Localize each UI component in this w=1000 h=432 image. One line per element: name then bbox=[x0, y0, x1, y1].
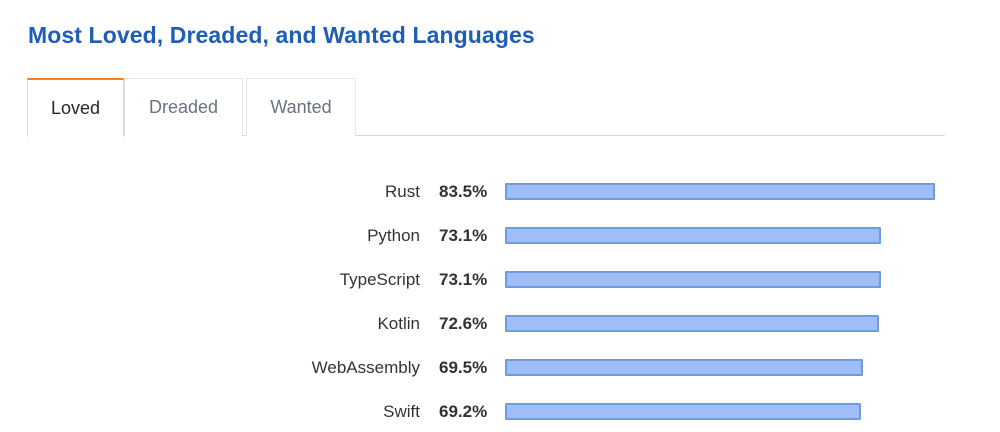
loved-languages-chart: Rust 83.5% Python 73.1% TypeScript 73.1% Kotli… bbox=[0, 170, 1000, 432]
bar-row: Kotlin 72.6% bbox=[0, 313, 1000, 335]
category-label: TypeScript bbox=[339, 270, 420, 289]
bar bbox=[505, 271, 881, 288]
category-label: Swift bbox=[383, 402, 420, 421]
value-label: 73.1% bbox=[439, 270, 488, 289]
category-label: Rust bbox=[385, 182, 420, 201]
tab-wanted[interactable]: Wanted bbox=[246, 78, 356, 136]
category-label: Kotlin bbox=[377, 314, 420, 333]
bar bbox=[505, 227, 881, 244]
bar-row: TypeScript 73.1% bbox=[0, 269, 1000, 291]
value-label: 69.5% bbox=[439, 358, 488, 377]
bar bbox=[505, 359, 863, 376]
bar-row: WebAssembly 69.5% bbox=[0, 357, 1000, 379]
tab-loved[interactable]: Loved bbox=[27, 78, 124, 137]
bar bbox=[505, 315, 879, 332]
value-label: 73.1% bbox=[439, 226, 488, 245]
category-label: Python bbox=[367, 226, 420, 245]
bar bbox=[505, 183, 935, 200]
tab-bar: Loved Dreaded Wanted bbox=[27, 78, 945, 137]
bar-row: Rust 83.5% bbox=[0, 181, 1000, 203]
bar bbox=[505, 403, 861, 420]
tab-dreaded[interactable]: Dreaded bbox=[124, 78, 243, 136]
bar-row: Python 73.1% bbox=[0, 225, 1000, 247]
value-label: 69.2% bbox=[439, 402, 488, 421]
page-title: Most Loved, Dreaded, and Wanted Language… bbox=[28, 22, 535, 48]
bar-row: Swift 69.2% bbox=[0, 401, 1000, 423]
category-label: WebAssembly bbox=[311, 358, 420, 377]
value-label: 83.5% bbox=[439, 182, 488, 201]
value-label: 72.6% bbox=[439, 314, 488, 333]
